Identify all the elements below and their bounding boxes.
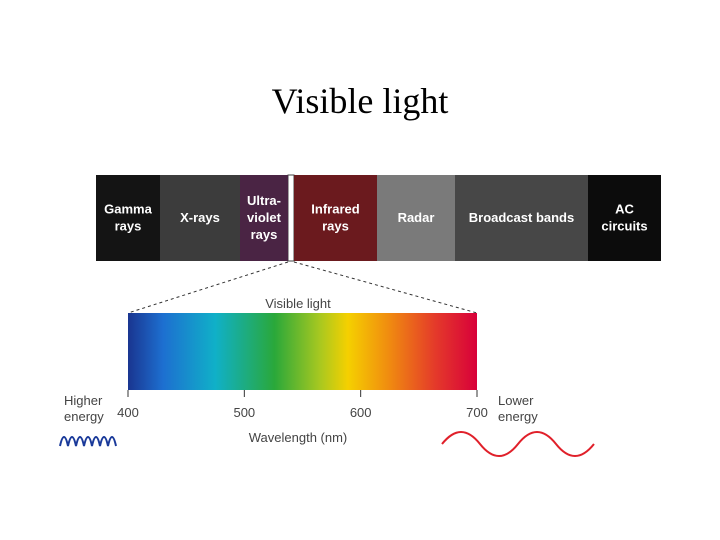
band-line: Broadcast bands (469, 210, 574, 225)
short-wave (59, 436, 117, 447)
band-line: AC (615, 202, 634, 217)
band-line: Infrared (311, 202, 359, 217)
band-line: rays (115, 219, 142, 234)
band (240, 175, 288, 261)
band-label: Infrared rays (311, 202, 359, 234)
note-line: energy (498, 409, 538, 424)
band-gap (287, 174, 295, 262)
band-label: Radar (398, 210, 435, 225)
spectrum (128, 313, 477, 390)
right-note: Lower energy (498, 393, 538, 424)
ticks: 400 500 600 700 (117, 390, 488, 420)
left-note: Higher energy (64, 393, 104, 424)
band-label: AC circuits (601, 202, 647, 234)
band-label: Broadcast bands (469, 210, 574, 225)
long-wave (441, 431, 595, 457)
band-line: rays (251, 227, 278, 242)
band (294, 175, 377, 261)
tick-label: 500 (233, 405, 255, 420)
band (96, 175, 160, 261)
band (160, 175, 240, 261)
tick-label: 700 (466, 405, 488, 420)
axis-label: Wavelength (nm) (249, 430, 348, 445)
band (455, 175, 588, 261)
band-label: X-rays (180, 210, 220, 225)
band-label: Gamma rays (104, 202, 152, 234)
title: Visible light (272, 81, 449, 121)
tick-label: 600 (350, 405, 372, 420)
tick-label: 400 (117, 405, 139, 420)
zoom-line (127, 261, 289, 314)
band-line: violet (247, 210, 282, 225)
note-line: Lower (498, 393, 534, 408)
band-line: Ultra- (247, 193, 281, 208)
band-line: Radar (398, 210, 435, 225)
band-line: circuits (601, 219, 647, 234)
band (377, 175, 455, 261)
band-label: Ultra-violet rays (247, 193, 282, 242)
band (588, 175, 661, 261)
note-line: energy (64, 409, 104, 424)
zoom-line (293, 261, 478, 314)
band-line: X-rays (180, 210, 220, 225)
note-line: Higher (64, 393, 103, 408)
band-bar: Gamma rays X-rays Ultra-violet rays Infrared r… (96, 174, 661, 262)
band-line: rays (322, 219, 349, 234)
band-line: Gamma (104, 202, 152, 217)
spectrum-label: Visible light (265, 296, 331, 311)
